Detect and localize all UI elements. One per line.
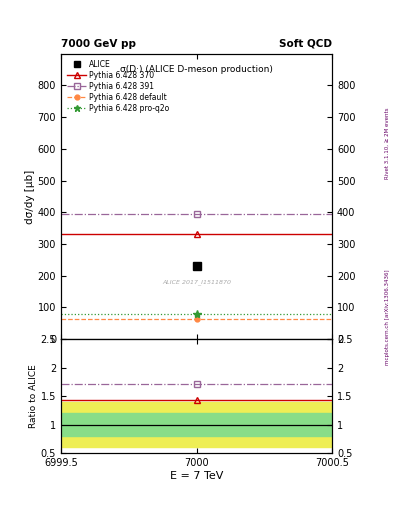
Text: ALICE 2017_I1511870: ALICE 2017_I1511870 [162,279,231,285]
Y-axis label: Ratio to ALICE: Ratio to ALICE [29,364,38,428]
Text: mcplots.cern.ch [arXiv:1306.3436]: mcplots.cern.ch [arXiv:1306.3436] [385,270,389,365]
Text: Soft QCD: Soft QCD [279,38,332,49]
Text: Rivet 3.1.10, ≥ 2M events: Rivet 3.1.10, ≥ 2M events [385,108,389,179]
Text: σ(D·) (ALICE D-meson production): σ(D·) (ALICE D-meson production) [120,65,273,74]
Bar [61,413,332,436]
Bar [61,402,332,447]
X-axis label: E = 7 TeV: E = 7 TeV [170,471,223,481]
Y-axis label: dσ∕dy [μb]: dσ∕dy [μb] [25,169,35,224]
Text: 7000 GeV pp: 7000 GeV pp [61,38,136,49]
Legend: ALICE, Pythia 6.428 370, Pythia 6.428 391, Pythia 6.428 default, Pythia 6.428 pr: ALICE, Pythia 6.428 370, Pythia 6.428 39… [65,57,172,115]
